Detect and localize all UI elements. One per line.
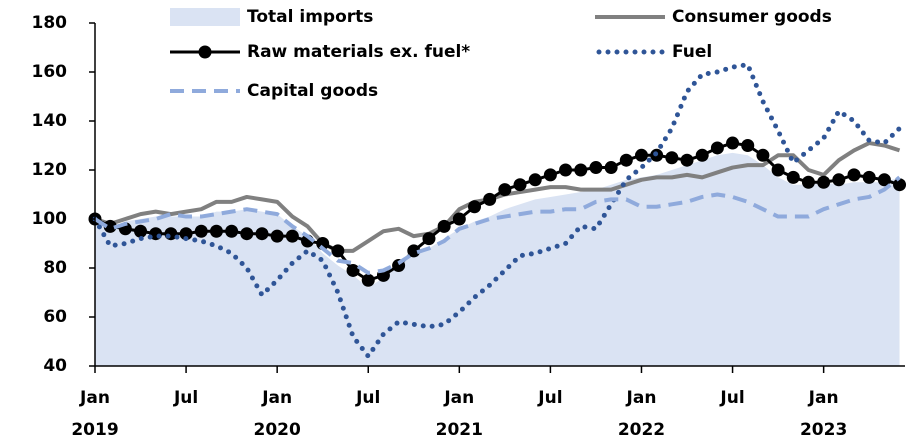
marker [209, 224, 223, 238]
marker [422, 232, 436, 246]
marker [346, 263, 360, 277]
area [95, 152, 900, 366]
marker [847, 168, 861, 182]
line [93, 175, 901, 275]
marker [726, 136, 740, 150]
marker [543, 168, 557, 182]
legend-label: Raw materials ex. fuel* [247, 42, 470, 62]
marker [893, 178, 907, 192]
marker [285, 229, 299, 243]
line [92, 62, 903, 359]
marker [407, 244, 421, 258]
marker [528, 173, 542, 187]
marker [194, 224, 208, 238]
legend-label: Total imports [247, 7, 373, 27]
marker [103, 219, 117, 233]
marker [619, 153, 633, 167]
marker [756, 148, 770, 162]
marker [604, 161, 618, 175]
marker [225, 224, 239, 238]
y-tick-label: 160 [32, 62, 68, 82]
marker [316, 237, 330, 250]
x-tick-label: Jan 2023 [800, 388, 847, 440]
y-tick-label: 80 [43, 258, 67, 278]
marker [877, 173, 891, 187]
y-tick-label: 180 [32, 13, 68, 33]
legend-marker [198, 45, 212, 59]
legend-label: Consumer goods [672, 7, 832, 27]
legend-label: Capital goods [247, 81, 378, 101]
marker [710, 141, 724, 155]
marker [741, 139, 755, 152]
marker [589, 161, 603, 175]
marker [255, 227, 269, 241]
marker [240, 227, 254, 241]
marker [801, 175, 815, 189]
marker [832, 173, 846, 187]
marker [498, 183, 512, 197]
x-tick-label: Jan 2020 [253, 388, 300, 440]
y-tick-label: 40 [43, 356, 67, 376]
marker [437, 219, 451, 233]
x-tick-label: Jul [537, 388, 562, 408]
legend-label: Fuel [672, 42, 712, 62]
x-tick-label: Jan 2019 [71, 388, 118, 440]
marker [179, 227, 193, 241]
y-tick-label: 120 [32, 160, 68, 180]
y-tick-label: 140 [32, 111, 68, 131]
x-tick-label: Jul [355, 388, 380, 408]
x-tick-label: Jan 2021 [436, 388, 483, 440]
legend-swatch [170, 8, 240, 26]
marker [483, 192, 497, 206]
marker [559, 163, 573, 177]
marker [786, 170, 800, 184]
marker [771, 163, 785, 177]
y-tick-label: 60 [43, 307, 67, 327]
marker [361, 273, 375, 287]
marker [574, 163, 588, 177]
marker [665, 151, 679, 165]
marker [331, 244, 345, 258]
marker [134, 224, 148, 238]
marker [680, 153, 694, 167]
x-tick-label: Jul [719, 388, 744, 408]
marker [695, 148, 709, 162]
marker [468, 200, 481, 214]
marker [634, 148, 648, 162]
y-tick-label: 100 [32, 209, 68, 229]
marker [513, 178, 527, 192]
marker [452, 212, 466, 226]
x-tick-label: Jan 2022 [618, 388, 665, 440]
marker [270, 229, 284, 243]
x-tick-label: Jul [173, 388, 198, 408]
marker [862, 170, 876, 184]
line [94, 141, 901, 253]
marker [817, 175, 831, 189]
